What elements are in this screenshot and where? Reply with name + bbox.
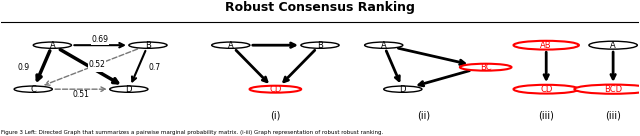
Ellipse shape (212, 42, 250, 48)
Text: (i): (i) (270, 111, 280, 121)
Text: 0.9: 0.9 (91, 63, 103, 72)
Ellipse shape (250, 86, 301, 93)
Text: A: A (611, 41, 616, 50)
Ellipse shape (365, 42, 403, 48)
Text: A: A (381, 41, 387, 50)
Text: Figure 3 Left: Directed Graph that summarizes a pairwise marginal probability ma: Figure 3 Left: Directed Graph that summa… (1, 130, 383, 135)
Ellipse shape (589, 41, 637, 49)
Ellipse shape (513, 85, 579, 94)
Ellipse shape (384, 86, 422, 92)
Text: 0.69: 0.69 (92, 35, 109, 44)
Ellipse shape (109, 86, 148, 92)
Text: BC: BC (480, 63, 492, 72)
Text: A: A (228, 41, 234, 50)
Ellipse shape (14, 86, 52, 92)
Text: (iii): (iii) (538, 111, 554, 121)
Text: 0.52: 0.52 (88, 61, 106, 69)
Text: CD: CD (540, 85, 552, 94)
Text: D: D (399, 85, 406, 94)
Text: B: B (145, 41, 151, 50)
Text: C: C (30, 85, 36, 94)
Text: 0.51: 0.51 (72, 90, 90, 99)
Ellipse shape (33, 42, 72, 48)
Text: A: A (49, 41, 55, 50)
Ellipse shape (574, 85, 640, 94)
Text: CD: CD (269, 85, 282, 94)
Text: B: B (317, 41, 323, 50)
Text: 0.7: 0.7 (148, 63, 161, 72)
Text: BCD: BCD (604, 85, 622, 94)
Text: (ii): (ii) (417, 111, 431, 121)
Text: AB: AB (540, 41, 552, 50)
Ellipse shape (513, 41, 579, 50)
Ellipse shape (301, 42, 339, 48)
Ellipse shape (460, 64, 511, 71)
Text: D: D (125, 85, 132, 94)
Text: (iii): (iii) (605, 111, 621, 121)
Title: Robust Consensus Ranking: Robust Consensus Ranking (225, 1, 415, 14)
Text: 0.9: 0.9 (18, 63, 29, 72)
Ellipse shape (129, 42, 167, 48)
